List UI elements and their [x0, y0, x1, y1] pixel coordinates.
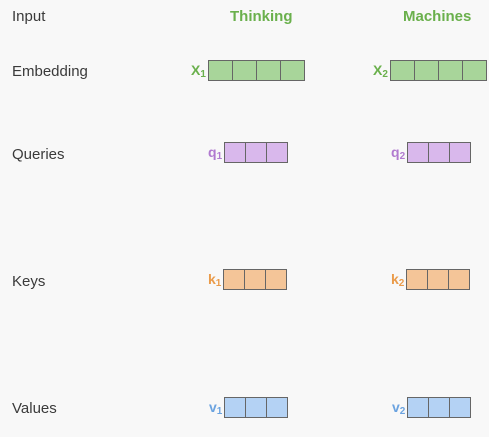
query-cells-q1 — [224, 142, 289, 163]
vector-cell — [208, 61, 232, 80]
vector-cell — [390, 61, 414, 80]
vector-cell — [224, 270, 245, 289]
key-cells-k2 — [406, 269, 471, 290]
row-label-values: Values — [12, 400, 57, 417]
vector-cell — [437, 61, 462, 80]
value-vector-v1: v1 — [209, 397, 289, 418]
row-label-input: Input — [12, 8, 46, 25]
key-vector-k2: k2 — [391, 269, 471, 290]
query-label-q1: q1 — [208, 143, 223, 162]
embedding-cells-x2 — [389, 60, 487, 81]
query-label-q2: q2 — [391, 143, 406, 162]
vector-cell — [449, 398, 471, 417]
vector-cell — [408, 143, 429, 162]
vector-cell — [225, 398, 246, 417]
row-label-embedding: Embedding — [12, 63, 88, 80]
vector-cell — [407, 270, 428, 289]
vector-cell — [244, 270, 266, 289]
key-label-k2: k2 — [391, 270, 405, 289]
value-vector-v2: v2 — [392, 397, 472, 418]
vector-cell — [225, 143, 246, 162]
value-label-v2: v2 — [392, 398, 406, 417]
vector-cell — [266, 398, 288, 417]
vector-cell — [279, 61, 304, 80]
vector-cell — [428, 143, 450, 162]
query-cells-q2 — [407, 142, 472, 163]
embedding-vector-x1: X1 — [191, 60, 305, 81]
vector-cell — [266, 143, 288, 162]
vector-cell — [413, 61, 438, 80]
vector-cell — [408, 398, 429, 417]
vector-cell — [265, 270, 287, 289]
embedding-label-x1: X1 — [191, 61, 206, 80]
vector-cell — [231, 61, 256, 80]
vector-cell — [448, 270, 470, 289]
key-label-k1: k1 — [208, 270, 222, 289]
vector-cell — [427, 270, 449, 289]
query-vector-q1: q1 — [208, 142, 289, 163]
embedding-label-x2: X2 — [373, 61, 388, 80]
query-vector-q2: q2 — [391, 142, 472, 163]
value-cells-v1 — [224, 397, 289, 418]
value-cells-v2 — [407, 397, 472, 418]
word-machines: Machines — [403, 8, 472, 25]
word-thinking: Thinking — [230, 8, 293, 25]
key-cells-k1 — [223, 269, 288, 290]
embedding-cells-x1 — [207, 60, 305, 81]
key-vector-k1: k1 — [208, 269, 288, 290]
row-label-queries: Queries — [12, 146, 65, 163]
vector-cell — [461, 61, 486, 80]
vector-cell — [255, 61, 280, 80]
vector-cell — [245, 143, 267, 162]
value-label-v1: v1 — [209, 398, 223, 417]
vector-cell — [245, 398, 267, 417]
vector-cell — [428, 398, 450, 417]
vector-cell — [449, 143, 471, 162]
embedding-vector-x2: X2 — [373, 60, 487, 81]
row-label-keys: Keys — [12, 273, 46, 290]
